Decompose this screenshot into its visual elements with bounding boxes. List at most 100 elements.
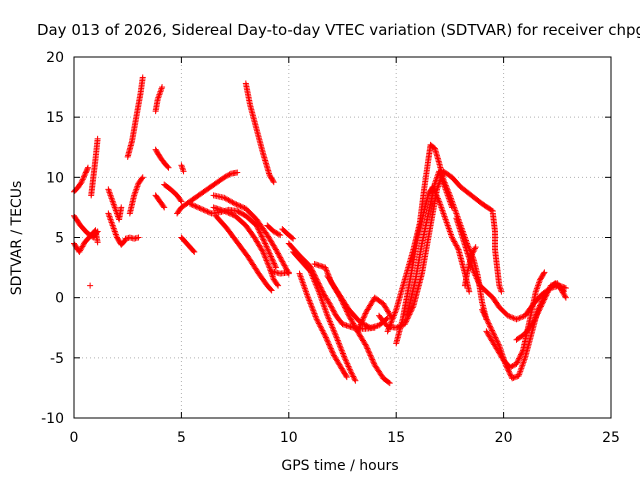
data-point bbox=[139, 174, 146, 181]
data-point bbox=[223, 172, 230, 179]
data-point bbox=[388, 319, 395, 326]
data-point bbox=[264, 246, 271, 253]
data-point bbox=[325, 315, 332, 322]
data-point bbox=[237, 203, 244, 210]
data-point bbox=[262, 240, 269, 247]
data-point bbox=[306, 298, 313, 305]
data-point bbox=[204, 208, 211, 215]
data-point bbox=[311, 310, 318, 317]
data-point bbox=[307, 301, 314, 308]
data-point bbox=[350, 320, 357, 327]
data-point bbox=[272, 229, 279, 236]
data-point bbox=[356, 322, 363, 329]
data-point bbox=[260, 250, 267, 257]
data-point bbox=[331, 310, 338, 317]
data-point bbox=[268, 254, 275, 261]
data-point bbox=[364, 345, 371, 352]
y-tick-label: -10 bbox=[41, 411, 64, 427]
data-point bbox=[285, 269, 292, 276]
data-point bbox=[312, 279, 319, 286]
data-point bbox=[450, 237, 457, 244]
data-point bbox=[334, 337, 341, 344]
data-point bbox=[328, 321, 335, 328]
data-point bbox=[270, 259, 277, 266]
data-point bbox=[390, 313, 397, 320]
data-point bbox=[341, 354, 348, 361]
data-point bbox=[451, 238, 458, 245]
data-point bbox=[290, 235, 297, 242]
data-point bbox=[192, 203, 199, 210]
data-point bbox=[78, 179, 85, 186]
data-point bbox=[305, 294, 312, 301]
data-point bbox=[370, 359, 377, 366]
data-point bbox=[322, 333, 329, 340]
data-point bbox=[178, 198, 185, 205]
data-point bbox=[226, 171, 233, 178]
data-point bbox=[331, 330, 338, 337]
data-point bbox=[335, 338, 342, 345]
x-tick-label: 25 bbox=[602, 430, 620, 446]
data-point bbox=[451, 239, 458, 246]
data-layer bbox=[71, 74, 569, 387]
data-point bbox=[264, 258, 271, 265]
data-point bbox=[266, 250, 273, 257]
x-tick-label: 5 bbox=[177, 430, 186, 446]
data-point bbox=[315, 320, 322, 327]
data-point bbox=[268, 287, 275, 294]
data-point bbox=[343, 359, 350, 366]
data-point bbox=[339, 349, 346, 356]
data-point bbox=[273, 247, 280, 254]
data-point bbox=[225, 172, 232, 179]
data-point bbox=[338, 347, 345, 354]
data-point bbox=[222, 173, 229, 180]
data-point bbox=[276, 253, 283, 260]
data-point bbox=[344, 360, 351, 367]
data-point bbox=[325, 314, 332, 321]
data-point bbox=[335, 340, 342, 347]
data-point bbox=[234, 169, 241, 176]
x-tick-label: 10 bbox=[280, 430, 298, 446]
data-point bbox=[310, 275, 317, 282]
data-point bbox=[313, 314, 320, 321]
data-point bbox=[329, 348, 336, 355]
data-point bbox=[261, 251, 268, 258]
data-point bbox=[454, 245, 461, 252]
data-point bbox=[360, 315, 367, 322]
data-point bbox=[262, 241, 269, 248]
data-point bbox=[324, 337, 331, 344]
data-point bbox=[328, 304, 335, 311]
data-point bbox=[277, 254, 284, 261]
data-point bbox=[348, 316, 355, 323]
data-point bbox=[260, 236, 267, 243]
data-point bbox=[320, 328, 327, 335]
data-point bbox=[84, 165, 91, 172]
data-point bbox=[327, 302, 334, 309]
data-point bbox=[366, 351, 373, 358]
data-point bbox=[257, 230, 264, 237]
data-point bbox=[264, 244, 271, 251]
data-point bbox=[328, 346, 335, 353]
data-point bbox=[307, 268, 314, 275]
data-point bbox=[236, 202, 243, 209]
tick-layer: 0 5 10 15 20 25 -10 -5 0 5 10 15 20 bbox=[41, 50, 620, 446]
data-point bbox=[345, 363, 352, 370]
data-point bbox=[367, 352, 374, 359]
data-point bbox=[275, 251, 282, 258]
data-point bbox=[314, 317, 321, 324]
data-point bbox=[82, 170, 89, 177]
data-point bbox=[350, 373, 357, 380]
data-point bbox=[392, 308, 399, 315]
data-point bbox=[355, 326, 362, 333]
data-point bbox=[332, 331, 339, 338]
data-point bbox=[349, 319, 356, 326]
data-point bbox=[323, 267, 330, 274]
data-point bbox=[363, 344, 370, 351]
x-tick-label: 15 bbox=[387, 430, 405, 446]
data-point bbox=[327, 345, 334, 352]
data-point bbox=[346, 364, 353, 371]
data-point bbox=[454, 243, 461, 250]
data-point bbox=[282, 263, 289, 270]
data-point bbox=[159, 84, 166, 91]
data-point bbox=[323, 335, 330, 342]
